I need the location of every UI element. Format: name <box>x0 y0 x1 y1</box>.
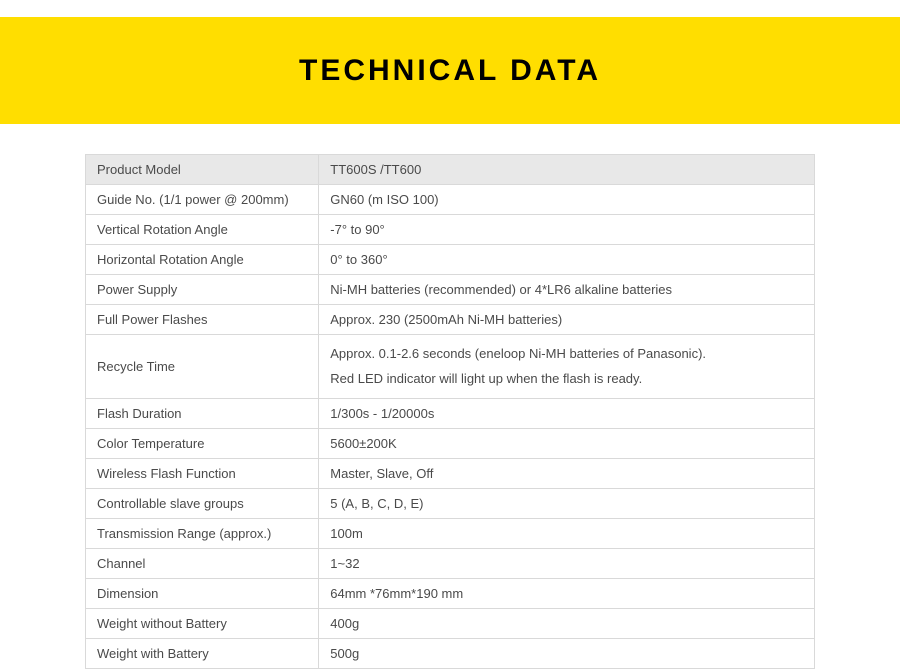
spec-value-cell: TT600S /TT600 <box>319 155 815 185</box>
spec-value: Approx. 0.1-2.6 seconds (eneloop Ni-MH b… <box>320 336 813 397</box>
technical-data-banner: TECHNICAL DATA <box>0 17 900 124</box>
table-row: Flash Duration1/300s - 1/20000s <box>86 399 815 429</box>
spec-label-cell: Dimension <box>86 579 319 609</box>
table-row: Vertical Rotation Angle-7° to 90° <box>86 215 815 245</box>
spec-value-cell: 1/300s - 1/20000s <box>319 399 815 429</box>
spec-label: Product Model <box>87 156 317 183</box>
spec-table: Product ModelTT600S /TT600Guide No. (1/1… <box>85 154 815 669</box>
spec-value-line: Approx. 0.1-2.6 seconds (eneloop Ni-MH b… <box>330 342 803 367</box>
table-row: Weight with Battery500g <box>86 639 815 669</box>
spec-label: Recycle Time <box>87 353 317 380</box>
spec-label: Transmission Range (approx.) <box>87 520 317 547</box>
table-row: Full Power FlashesApprox. 230 (2500mAh N… <box>86 305 815 335</box>
spec-value: 5600±200K <box>320 430 813 457</box>
spec-label: Full Power Flashes <box>87 306 317 333</box>
table-row: Weight without Battery400g <box>86 609 815 639</box>
spec-label-cell: Color Temperature <box>86 429 319 459</box>
spec-value-cell: 64mm *76mm*190 mm <box>319 579 815 609</box>
spec-label: Channel <box>87 550 317 577</box>
table-row: Dimension64mm *76mm*190 mm <box>86 579 815 609</box>
spec-value: TT600S /TT600 <box>320 156 813 183</box>
spec-label: Dimension <box>87 580 317 607</box>
table-header-row: Product ModelTT600S /TT600 <box>86 155 815 185</box>
spec-value-cell: 5600±200K <box>319 429 815 459</box>
spec-value-cell: -7° to 90° <box>319 215 815 245</box>
spec-value: Approx. 230 (2500mAh Ni-MH batteries) <box>320 306 813 333</box>
spec-value-cell: Approx. 230 (2500mAh Ni-MH batteries) <box>319 305 815 335</box>
spec-label: Horizontal Rotation Angle <box>87 246 317 273</box>
table-row: Power SupplyNi-MH batteries (recommended… <box>86 275 815 305</box>
spec-label: Controllable slave groups <box>87 490 317 517</box>
spec-label-cell: Weight with Battery <box>86 639 319 669</box>
spec-value: 64mm *76mm*190 mm <box>320 580 813 607</box>
spec-value-cell: Approx. 0.1-2.6 seconds (eneloop Ni-MH b… <box>319 335 815 399</box>
spec-label: Weight with Battery <box>87 640 317 667</box>
spec-label-cell: Guide No. (1/1 power @ 200mm) <box>86 185 319 215</box>
spec-value: 5 (A, B, C, D, E) <box>320 490 813 517</box>
spec-value: 400g <box>320 610 813 637</box>
spec-value-cell: 5 (A, B, C, D, E) <box>319 489 815 519</box>
spec-value: 0° to 360° <box>320 246 813 273</box>
spec-value-line: Red LED indicator will light up when the… <box>330 367 803 392</box>
spec-value-cell: 100m <box>319 519 815 549</box>
spec-label-cell: Weight without Battery <box>86 609 319 639</box>
page-title: TECHNICAL DATA <box>299 54 601 88</box>
table-row: Channel1~32 <box>86 549 815 579</box>
spec-table-wrapper: Product ModelTT600S /TT600Guide No. (1/1… <box>85 154 815 669</box>
spec-label: Weight without Battery <box>87 610 317 637</box>
spec-label: Guide No. (1/1 power @ 200mm) <box>87 186 317 213</box>
spec-table-body: Product ModelTT600S /TT600Guide No. (1/1… <box>86 155 815 669</box>
spec-value-cell: 400g <box>319 609 815 639</box>
spec-label: Color Temperature <box>87 430 317 457</box>
spec-label-cell: Recycle Time <box>86 335 319 399</box>
spec-label-cell: Vertical Rotation Angle <box>86 215 319 245</box>
spec-value-cell: Ni-MH batteries (recommended) or 4*LR6 a… <box>319 275 815 305</box>
spec-value-cell: 1~32 <box>319 549 815 579</box>
table-row: Wireless Flash FunctionMaster, Slave, Of… <box>86 459 815 489</box>
spec-label-cell: Channel <box>86 549 319 579</box>
spec-value-cell: Master, Slave, Off <box>319 459 815 489</box>
spec-label-cell: Wireless Flash Function <box>86 459 319 489</box>
spec-value-cell: 0° to 360° <box>319 245 815 275</box>
spec-value: Ni-MH batteries (recommended) or 4*LR6 a… <box>320 276 813 303</box>
spec-value: 500g <box>320 640 813 667</box>
spec-value-cell: 500g <box>319 639 815 669</box>
spec-label: Vertical Rotation Angle <box>87 216 317 243</box>
spec-label-cell: Horizontal Rotation Angle <box>86 245 319 275</box>
spec-label-cell: Transmission Range (approx.) <box>86 519 319 549</box>
table-row: Color Temperature5600±200K <box>86 429 815 459</box>
spec-label: Wireless Flash Function <box>87 460 317 487</box>
spec-value: 1~32 <box>320 550 813 577</box>
spec-value: 1/300s - 1/20000s <box>320 400 813 427</box>
table-row: Controllable slave groups5 (A, B, C, D, … <box>86 489 815 519</box>
spec-value: -7° to 90° <box>320 216 813 243</box>
table-row: Horizontal Rotation Angle0° to 360° <box>86 245 815 275</box>
spec-label-cell: Product Model <box>86 155 319 185</box>
spec-label-cell: Flash Duration <box>86 399 319 429</box>
spec-value: 100m <box>320 520 813 547</box>
spec-label-cell: Full Power Flashes <box>86 305 319 335</box>
spec-label-cell: Controllable slave groups <box>86 489 319 519</box>
table-row: Guide No. (1/1 power @ 200mm)GN60 (m ISO… <box>86 185 815 215</box>
table-row: Recycle Time Approx. 0.1-2.6 seconds (ene… <box>86 335 815 399</box>
spec-value: Master, Slave, Off <box>320 460 813 487</box>
spec-label: Power Supply <box>87 276 317 303</box>
spec-label: Flash Duration <box>87 400 317 427</box>
spec-label-cell: Power Supply <box>86 275 319 305</box>
spec-value-cell: GN60 (m ISO 100) <box>319 185 815 215</box>
table-row: Transmission Range (approx.)100m <box>86 519 815 549</box>
spec-value: GN60 (m ISO 100) <box>320 186 813 213</box>
